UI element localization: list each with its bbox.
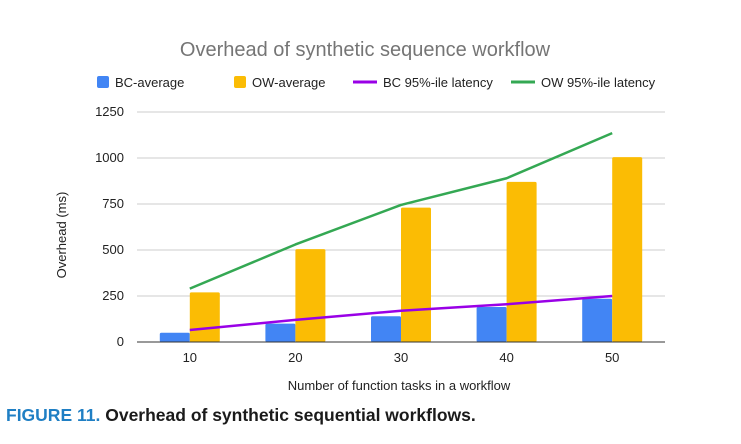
legend-label: OW 95%-ile latency <box>541 75 656 90</box>
y-tick-label: 1000 <box>95 150 124 165</box>
figure-caption-label: FIGURE 11. <box>6 405 101 425</box>
bar-bc-average-20 <box>265 323 296 342</box>
figure-caption: FIGURE 11. Overhead of synthetic sequent… <box>6 405 476 426</box>
bar-ow-average-10 <box>189 292 220 342</box>
x-tick-label: 20 <box>288 350 302 365</box>
y-axis-ticks: 0 250 500 750 1000 1250 <box>95 104 124 349</box>
series-lines <box>189 132 613 332</box>
chart: Overhead of synthetic sequence workflow … <box>54 39 665 393</box>
y-tick-label: 750 <box>102 196 124 211</box>
y-tick-label: 1250 <box>95 104 124 119</box>
line-bc-95-ile-latency <box>189 294 613 332</box>
y-axis-label: Overhead (ms) <box>54 192 69 279</box>
y-tick-label: 500 <box>102 242 124 257</box>
bar-ow-average-50 <box>612 157 643 342</box>
x-tick-label: 10 <box>183 350 197 365</box>
bar-bc-average-50 <box>582 298 613 342</box>
legend-swatch <box>234 76 246 88</box>
x-axis-label: Number of function tasks in a workflow <box>288 378 511 393</box>
legend-label: BC 95%-ile latency <box>383 75 493 90</box>
y-tick-label: 0 <box>117 334 124 349</box>
bar-bc-average-10 <box>159 332 190 342</box>
y-tick-label: 250 <box>102 288 124 303</box>
x-tick-label: 30 <box>394 350 408 365</box>
bar-ow-average-20 <box>295 249 326 342</box>
x-tick-label: 40 <box>499 350 513 365</box>
legend-swatch <box>97 76 109 88</box>
bar-bc-average-40 <box>476 307 507 342</box>
legend-label: OW-average <box>252 75 325 90</box>
x-tick-label: 50 <box>605 350 619 365</box>
legend-label: BC-average <box>115 75 184 90</box>
chart-title: Overhead of synthetic sequence workflow <box>180 39 551 61</box>
line-ow-95-ile-latency <box>189 132 613 290</box>
legend: BC-average OW-average BC 95%-ile latency OW… <box>97 75 656 90</box>
bar-ow-average-30 <box>401 207 431 342</box>
figure-caption-text: Overhead of synthetic sequential workflo… <box>105 405 476 425</box>
bar-bc-average-30 <box>371 316 401 342</box>
x-axis-ticks: 10 20 30 40 50 <box>183 350 620 365</box>
bar-ow-average-40 <box>506 181 537 342</box>
